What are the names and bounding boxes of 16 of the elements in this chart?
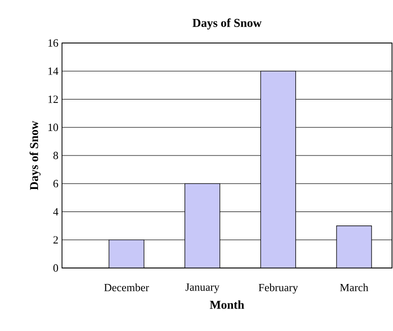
x-tick-label: January [185,284,220,294]
x-tick-label: March [340,284,368,292]
y-tick-label: 2 [53,236,58,244]
y-tick-label: 4 [53,208,58,216]
y-tick-label: 16 [48,39,58,47]
y-tick-label: 8 [53,152,58,160]
y-tick-label: 6 [53,180,58,188]
x-axis-title: Month [210,300,244,309]
x-tick-label: December [104,284,149,292]
y-axis-title: Days of Snow [30,120,41,190]
chart-title: Days of Snow [192,18,262,30]
y-tick-label: 12 [48,96,58,103]
y-tick-label: 14 [48,67,58,75]
x-tick-label: February [258,284,298,294]
y-tick-label: 10 [48,124,58,132]
y-tick-label: 0 [53,264,58,272]
